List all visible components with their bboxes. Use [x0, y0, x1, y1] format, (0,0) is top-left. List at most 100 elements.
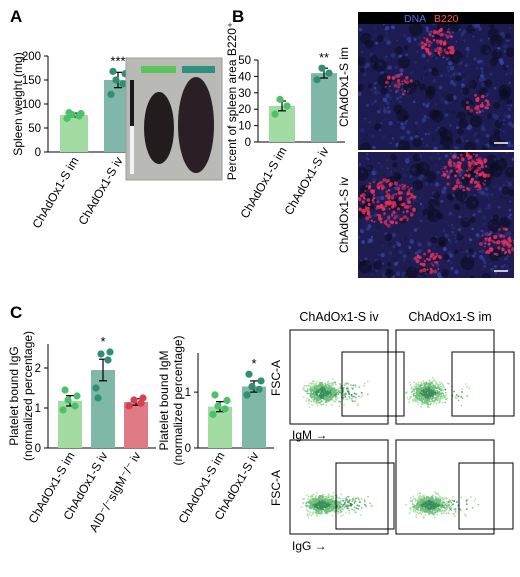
dna-stain-speck	[474, 59, 477, 62]
event-dot	[424, 394, 427, 397]
event-dot	[421, 393, 424, 396]
b220-stain-speck	[448, 158, 452, 161]
dna-stain-speck	[466, 50, 471, 55]
b220-stain-speck	[489, 250, 492, 253]
dna-stain-speck	[492, 185, 496, 189]
event-dot	[327, 393, 329, 396]
event-dot	[359, 501, 361, 504]
tissue-void	[403, 45, 409, 50]
event-dot	[363, 499, 366, 501]
dna-stain-speck	[373, 86, 377, 90]
category-label: ChAdOx1-S iv	[281, 145, 331, 218]
b220-stain-speck	[448, 31, 452, 34]
dna-stain-speck	[478, 228, 481, 230]
event-dot	[409, 396, 411, 399]
y-tick-label: 0	[35, 443, 41, 455]
event-dot	[334, 400, 337, 403]
b220-stain-speck	[380, 218, 383, 221]
dna-stain-speck	[375, 181, 378, 184]
dna-stain-speck	[365, 156, 369, 160]
event-dot	[444, 504, 447, 507]
event-dot	[329, 498, 331, 501]
event-dot	[417, 501, 419, 504]
event-dot	[316, 514, 318, 517]
dna-stain-speck	[380, 122, 383, 125]
event-dot	[322, 392, 325, 395]
event-dot	[446, 506, 449, 508]
b220-stain-speck	[484, 99, 488, 103]
event-dot	[332, 509, 335, 512]
dna-stain-speck	[360, 50, 364, 54]
dna-stain-speck	[472, 213, 476, 217]
event-dot	[316, 498, 319, 501]
dna-stain-speck	[427, 102, 431, 105]
b220-stain-speck	[386, 75, 391, 80]
dna-stain-speck	[473, 134, 475, 137]
b220-stain-speck	[423, 37, 426, 39]
dna-stain-speck	[433, 146, 438, 150]
event-dot	[434, 393, 437, 396]
dna-stain-speck	[456, 231, 459, 234]
event-dot	[327, 399, 330, 401]
event-dot	[453, 507, 456, 510]
data-point	[59, 406, 67, 414]
b220-stain-speck	[461, 176, 465, 180]
b220-stain-speck	[393, 83, 398, 88]
b220-stain-speck	[508, 243, 512, 247]
event-dot	[453, 499, 456, 502]
dna-stain-speck	[440, 167, 443, 170]
dna-stain-speck	[464, 129, 468, 133]
b220-stain-speck	[403, 215, 407, 219]
dna-stain-speck	[370, 88, 374, 92]
dna-stain-speck	[451, 31, 455, 34]
dna-stain-speck	[412, 70, 415, 73]
event-dot	[439, 499, 442, 502]
event-dot	[350, 398, 353, 400]
b220-stain-speck	[384, 85, 387, 88]
dna-stain-speck	[407, 39, 412, 44]
event-dot	[437, 395, 440, 398]
event-dot	[429, 383, 432, 386]
b220-stain-speck	[370, 219, 373, 222]
tissue-void	[478, 87, 488, 97]
b220-stain-speck	[487, 237, 492, 242]
event-dot	[420, 402, 423, 405]
event-dot	[327, 505, 330, 507]
event-dot	[319, 497, 322, 500]
data-point	[271, 110, 279, 118]
dna-stain-speck	[414, 121, 419, 125]
b220-stain-speck	[393, 216, 397, 220]
dna-stain-speck	[488, 192, 493, 197]
dna-stain-speck	[422, 103, 426, 106]
event-dot	[448, 509, 451, 512]
event-dot	[434, 385, 437, 388]
b220-stain-speck	[473, 164, 475, 167]
dna-stain-speck	[507, 114, 512, 119]
event-dot	[315, 387, 318, 390]
b220-stain-speck	[466, 152, 469, 155]
dna-stain-speck	[484, 232, 489, 237]
b220-stain-speck	[361, 192, 366, 197]
event-dot	[459, 508, 462, 511]
significance-label: *	[251, 356, 256, 371]
dna-stain-speck	[386, 167, 389, 170]
event-dot	[453, 390, 455, 393]
dna-stain-speck	[447, 61, 453, 66]
dna-stain-speck	[418, 224, 423, 229]
dna-stain-speck	[441, 189, 446, 195]
dna-stain-speck	[503, 263, 506, 267]
event-dot	[349, 384, 352, 387]
b220-stain-speck	[438, 47, 442, 51]
event-dot	[346, 398, 348, 401]
event-dot	[353, 499, 356, 502]
data-point	[73, 392, 81, 400]
event-dot	[318, 397, 321, 400]
b220-stain-speck	[483, 245, 486, 248]
b220-stain-speck	[484, 179, 487, 182]
event-dot	[443, 498, 445, 501]
event-dot	[424, 514, 427, 516]
event-dot	[425, 503, 428, 506]
dna-stain-speck	[386, 248, 390, 252]
data-point	[243, 391, 251, 399]
dna-stain-speck	[442, 229, 446, 232]
